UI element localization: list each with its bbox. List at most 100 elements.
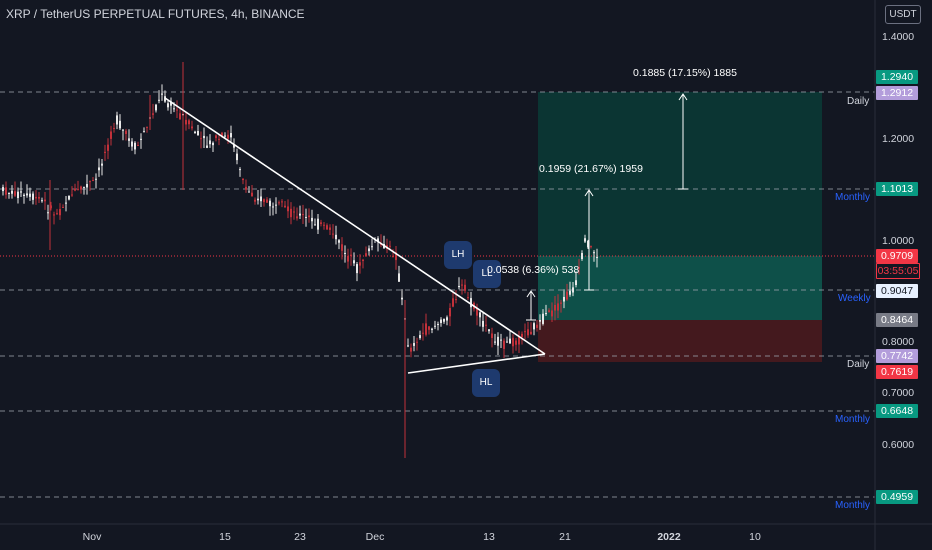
- candle-body: [26, 193, 28, 196]
- candle-body: [443, 318, 445, 322]
- candle-body: [47, 212, 49, 214]
- candle-body: [557, 303, 559, 311]
- candle-body: [344, 252, 346, 254]
- level-label-monthly: Monthly: [835, 192, 871, 203]
- candle-body: [170, 101, 172, 106]
- candle-body: [425, 323, 427, 335]
- candle-body: [434, 325, 436, 327]
- candle-body: [317, 218, 319, 230]
- candle-body: [104, 151, 106, 153]
- candle-body: [593, 252, 595, 254]
- candle-body: [350, 254, 352, 257]
- callout-ll[interactable]: LL: [473, 260, 501, 288]
- candle-body: [545, 313, 547, 315]
- candle-body: [329, 227, 331, 230]
- candle-body: [335, 234, 337, 240]
- candle-body: [389, 245, 391, 247]
- candle-body: [245, 186, 247, 190]
- candle-body: [161, 93, 163, 95]
- candle-body: [56, 213, 58, 215]
- candlesticks: [2, 62, 598, 458]
- candle-body: [524, 331, 526, 333]
- candle-body: [509, 338, 511, 344]
- descending-trendline: [164, 97, 546, 355]
- candle-body: [518, 336, 520, 345]
- candle-body: [296, 216, 298, 219]
- candle-body: [569, 290, 571, 295]
- candle-body: [131, 141, 133, 147]
- price-tag-0.4959: 0.4959: [876, 490, 918, 504]
- candle-body: [494, 341, 496, 343]
- candle-body: [587, 241, 589, 248]
- candle-body: [320, 222, 322, 224]
- candle-body: [95, 178, 97, 180]
- candle-body: [44, 199, 46, 202]
- measure-label-1: 0.1885 (17.15%) 1885: [633, 67, 737, 79]
- candle-body: [407, 345, 409, 347]
- price-tag-1.2940: 1.2940: [876, 70, 918, 84]
- x-tick: 23: [294, 531, 306, 543]
- candle-body: [299, 213, 301, 216]
- candle-body: [125, 130, 127, 134]
- candle-body: [8, 193, 10, 195]
- candle-body: [506, 341, 508, 343]
- x-tick: 10: [749, 531, 761, 543]
- candle-body: [395, 252, 397, 261]
- y-tick: 0.7000: [882, 387, 915, 399]
- candle-body: [338, 240, 340, 243]
- candle-body: [224, 135, 226, 137]
- candle-body: [281, 201, 283, 203]
- candle-body: [293, 211, 295, 213]
- x-tick: Dec: [365, 531, 385, 543]
- candle-body: [173, 108, 175, 110]
- candle-body: [62, 206, 64, 208]
- candle-body: [455, 299, 457, 301]
- currency-button[interactable]: USDT: [885, 5, 921, 24]
- candle-body: [227, 134, 229, 139]
- candle-body: [305, 216, 307, 218]
- candle-body: [194, 131, 196, 134]
- y-tick: 0.6000: [882, 439, 915, 451]
- price-tag-0.7619: 0.7619: [876, 365, 918, 379]
- candle-body: [110, 131, 112, 139]
- candle-body: [176, 109, 178, 111]
- candle-body: [272, 206, 274, 208]
- callout-hl[interactable]: HL: [472, 369, 500, 397]
- candle-body: [596, 257, 598, 259]
- x-tick: 13: [483, 531, 495, 543]
- candle-body: [128, 138, 130, 141]
- candle-body: [230, 133, 232, 138]
- chart-title: XRP / TetherUS PERPETUAL FUTURES, 4h, BI…: [6, 7, 305, 21]
- x-tick: 2022: [657, 531, 681, 543]
- candle-body: [113, 127, 115, 129]
- candle-body: [566, 291, 568, 300]
- candle-body: [479, 312, 481, 318]
- level-label-daily: Daily: [847, 96, 870, 107]
- candle-body: [119, 120, 121, 129]
- candle-body: [488, 329, 490, 332]
- candle-body: [419, 335, 421, 339]
- candle-body: [209, 140, 211, 145]
- level-label-monthly: Monthly: [835, 500, 871, 511]
- candle-body: [362, 259, 364, 262]
- x-tick: 15: [219, 531, 231, 543]
- candle-body: [251, 192, 253, 197]
- candle-body: [539, 320, 541, 322]
- candle-body: [2, 187, 4, 192]
- target-zone-upper: [538, 92, 822, 256]
- callout-lh[interactable]: LH: [444, 241, 472, 269]
- candle-body: [242, 178, 244, 181]
- candle-body: [563, 296, 565, 302]
- candle-body: [590, 246, 592, 248]
- candle-body: [254, 199, 256, 202]
- candle-body: [521, 333, 523, 337]
- price-tag-countdown: 03:55:05: [876, 263, 920, 279]
- candle-body: [32, 193, 34, 200]
- candle-body: [59, 209, 61, 216]
- candle-body: [359, 262, 361, 266]
- candle-body: [50, 205, 52, 209]
- candle-body: [5, 187, 7, 195]
- support-trendline: [407, 353, 546, 374]
- candle-body: [437, 323, 439, 325]
